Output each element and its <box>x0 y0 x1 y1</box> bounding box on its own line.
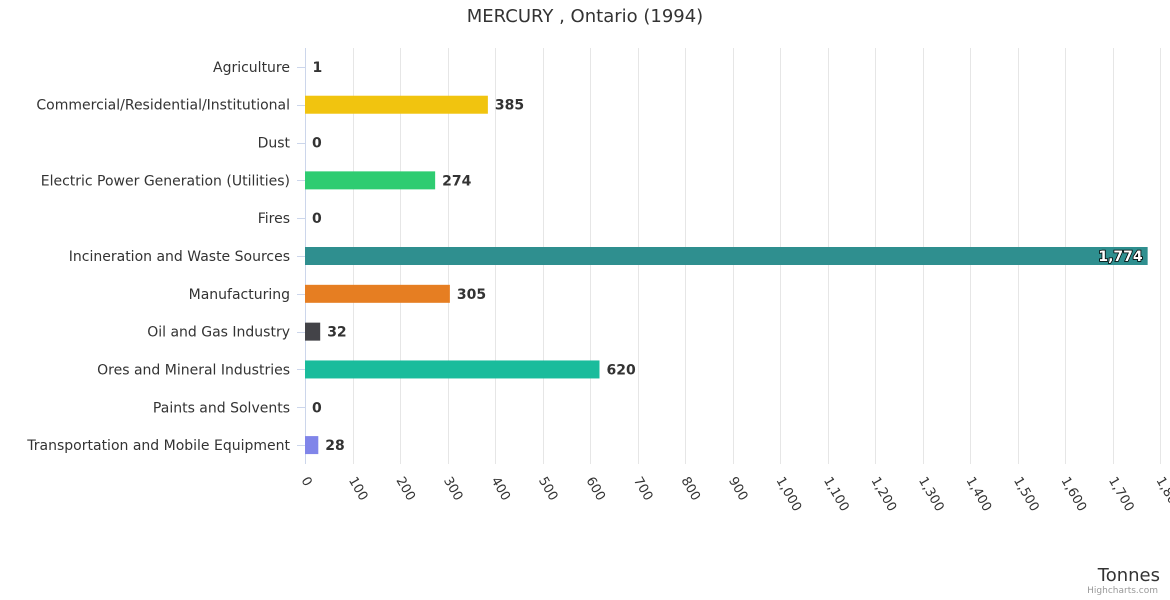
data-label: 0 <box>312 136 322 152</box>
category-label: Agriculture <box>213 60 290 76</box>
x-tick-label: 200 <box>393 475 418 504</box>
x-tick-label: 1,500 <box>1010 475 1042 515</box>
x-tick-label: 900 <box>725 475 750 504</box>
bar <box>305 95 488 114</box>
x-tick-label: 1,400 <box>963 475 995 515</box>
data-label: 620 <box>607 362 636 378</box>
credits-link[interactable]: Highcharts.com <box>1087 586 1158 596</box>
x-tick-label: 0 <box>298 475 315 490</box>
x-tick-label: 1,100 <box>820 475 852 515</box>
bar <box>305 284 450 303</box>
bar <box>305 436 319 455</box>
category-label: Incineration and Waste Sources <box>69 249 290 265</box>
x-tick-label: 1,700 <box>1105 475 1137 515</box>
x-tick-label: 600 <box>583 475 608 504</box>
bar <box>305 171 436 190</box>
x-tick-label: 300 <box>440 475 465 504</box>
x-tick-label: 1,600 <box>1058 475 1090 515</box>
category-label: Dust <box>258 136 291 152</box>
x-tick-label: 100 <box>345 475 370 504</box>
category-label: Fires <box>258 211 290 227</box>
x-tick-label: 1,300 <box>915 475 947 515</box>
bar <box>305 247 1148 265</box>
category-label: Ores and Mineral Industries <box>97 362 290 378</box>
category-label: Manufacturing <box>189 287 290 303</box>
data-label: 274 <box>442 173 471 189</box>
category-label: Oil and Gas Industry <box>147 325 290 341</box>
category-label: Electric Power Generation (Utilities) <box>41 173 290 189</box>
x-tick-label: 400 <box>488 475 513 504</box>
data-label: 0 <box>312 400 322 416</box>
x-tick-label: 1,800 <box>1153 475 1170 515</box>
x-tick-label: 1,000 <box>773 475 805 515</box>
data-label: 32 <box>327 325 346 341</box>
data-label: 28 <box>325 438 344 454</box>
data-label: 1 <box>312 60 322 76</box>
x-tick-label: 500 <box>535 475 560 504</box>
data-label: 0 <box>312 211 322 227</box>
data-label: 385 <box>495 98 524 114</box>
data-label: 305 <box>457 287 486 303</box>
x-tick-label: 800 <box>678 475 703 504</box>
bar <box>305 322 321 341</box>
category-label: Transportation and Mobile Equipment <box>26 438 290 454</box>
bar <box>305 360 600 379</box>
category-label: Paints and Solvents <box>153 400 290 416</box>
x-tick-label: 700 <box>630 475 655 504</box>
axis-title: Tonnes <box>1097 565 1160 586</box>
chart-title: MERCURY , Ontario (1994) <box>466 6 704 27</box>
category-label: Commercial/Residential/Institutional <box>36 98 290 114</box>
x-tick-label: 1,200 <box>868 475 900 515</box>
data-label: 1,774 <box>1098 249 1143 265</box>
